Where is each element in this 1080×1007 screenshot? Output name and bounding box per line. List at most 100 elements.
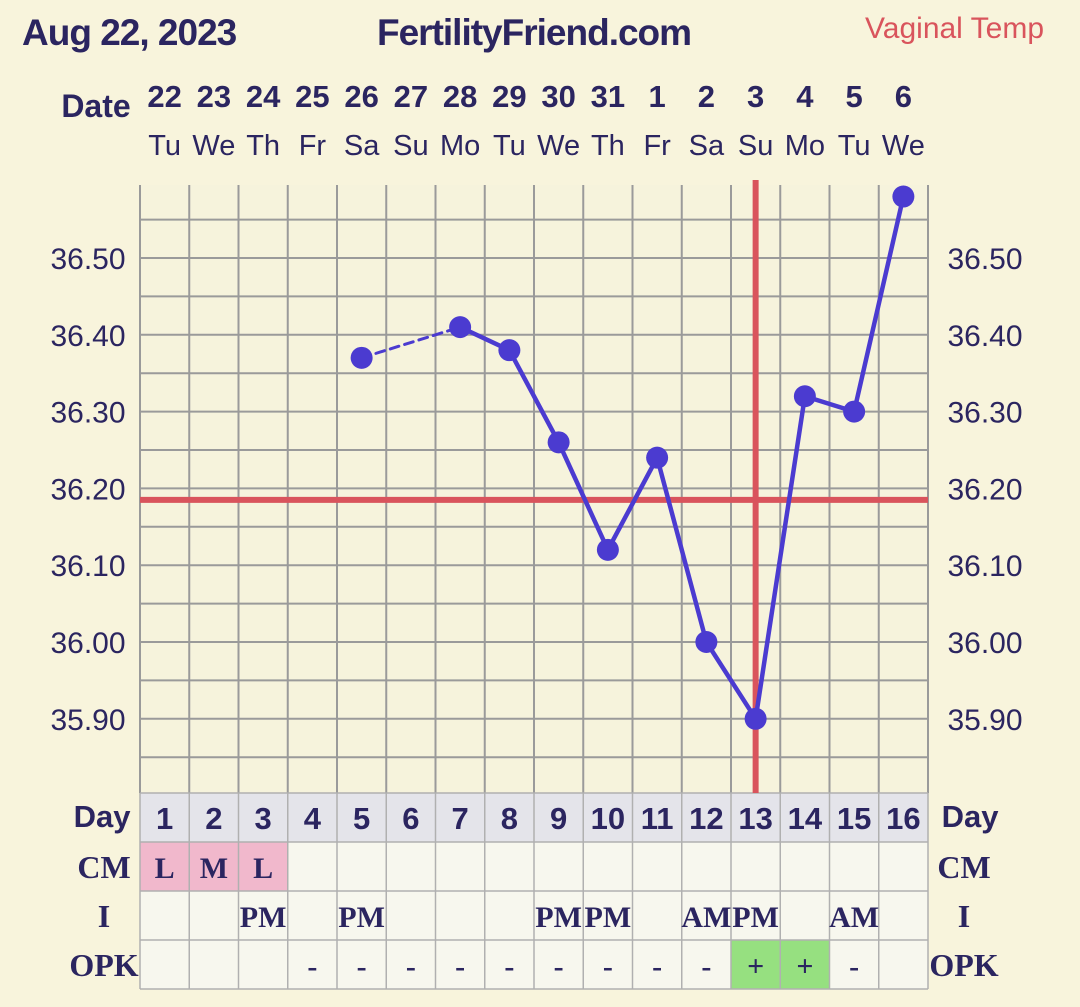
weekday-label: Th — [591, 130, 625, 162]
date-label: 22 — [147, 79, 181, 114]
temp-line-segment — [704, 639, 758, 722]
date-label: 24 — [246, 79, 281, 114]
cycle-day-label: 4 — [304, 801, 322, 836]
row-cell-value: - — [455, 950, 465, 983]
row-cell-value: - — [603, 950, 613, 983]
row-cell-value: PM — [240, 901, 287, 934]
cycle-day-label: 6 — [402, 801, 419, 836]
date-label: 27 — [394, 79, 428, 114]
row-cell-value: - — [307, 950, 317, 983]
y-tick-left: 36.00 — [50, 627, 125, 660]
cycle-day-label: 3 — [255, 801, 272, 836]
date-label: 23 — [197, 79, 231, 114]
date-label: 31 — [591, 79, 625, 114]
cycle-day-label: 5 — [353, 801, 370, 836]
cycle-day-label: 12 — [689, 801, 723, 836]
temp-point — [350, 346, 373, 369]
date-label: 26 — [344, 79, 378, 114]
cycle-day-label: 10 — [591, 801, 625, 836]
cm-cell-highlight — [238, 842, 288, 891]
day-row-label-left: Day — [74, 799, 132, 834]
row-cell-value: PM — [585, 901, 632, 934]
cycle-day-label: 15 — [837, 801, 871, 836]
row-label-left: I — [98, 898, 110, 934]
temp-line-segment — [753, 393, 808, 722]
cycle-day-label: 11 — [641, 801, 674, 836]
weekday-label: Th — [246, 130, 280, 162]
y-tick-right: 36.10 — [947, 550, 1022, 583]
opk-positive-cell — [731, 940, 781, 989]
temp-point — [843, 400, 866, 423]
y-tick-left: 36.10 — [50, 550, 125, 583]
weekday-label: Tu — [838, 130, 871, 162]
temp-line-segment — [556, 440, 611, 553]
opk-positive-cell — [780, 940, 830, 989]
row-cell-value: PM — [732, 901, 779, 934]
weekday-label: Su — [393, 130, 428, 162]
y-tick-right: 36.40 — [947, 320, 1022, 353]
date-label: 28 — [443, 79, 477, 114]
date-label: 1 — [649, 79, 666, 114]
y-tick-right: 35.90 — [947, 704, 1022, 737]
row-cell-value: PM — [338, 901, 385, 934]
y-tick-right: 36.50 — [947, 243, 1022, 276]
row-cell-value: PM — [535, 901, 582, 934]
temp-point — [596, 538, 619, 561]
temp-point — [547, 431, 570, 454]
date-label: 25 — [295, 79, 329, 114]
cm-cell-highlight — [189, 842, 239, 891]
row-cell-value: + — [747, 950, 764, 983]
cycle-day-label: 14 — [788, 801, 823, 836]
row-cell-value: AM — [681, 901, 731, 934]
date-label: 30 — [541, 79, 575, 114]
temp-point — [744, 707, 767, 730]
temp-line-segment — [605, 455, 660, 553]
row-label-left: CM — [77, 849, 130, 885]
y-tick-right: 36.00 — [947, 627, 1022, 660]
temp-point — [449, 316, 472, 339]
y-tick-left: 36.30 — [50, 397, 125, 430]
date-label: 5 — [846, 79, 863, 114]
row-label-right: I — [958, 898, 970, 934]
row-cell-value: - — [849, 950, 859, 983]
cycle-day-label: 9 — [550, 801, 567, 836]
weekday-label: Su — [738, 130, 773, 162]
weekday-label: Tu — [148, 130, 181, 162]
temp-point — [695, 631, 718, 653]
temp-line-segment — [851, 194, 906, 414]
weekday-label: Tu — [493, 130, 526, 162]
date-label: 3 — [747, 79, 764, 114]
temp-line-segment — [507, 347, 561, 445]
weekday-label: We — [537, 130, 580, 162]
y-tick-left: 36.20 — [50, 473, 125, 506]
weekday-label: We — [882, 130, 925, 162]
row-cell-value: - — [504, 950, 514, 983]
row-label-right: OPK — [929, 947, 998, 983]
cm-cell-highlight — [140, 842, 190, 891]
temp-point — [793, 385, 816, 408]
row-cell-value: - — [357, 950, 367, 983]
date-label: 6 — [895, 79, 912, 114]
row-cell-value: - — [652, 950, 662, 983]
cycle-day-label: 16 — [886, 801, 920, 836]
temp-line-dashed-segment — [360, 325, 462, 360]
temp-point — [646, 446, 669, 469]
y-tick-left: 35.90 — [50, 704, 125, 737]
site-title: FertilityFriend.com — [377, 12, 692, 53]
y-tick-left: 36.50 — [50, 243, 125, 276]
temp-point — [498, 339, 521, 362]
row-cell-value: + — [796, 950, 813, 983]
cycle-day-label: 7 — [452, 801, 469, 836]
cycle-day-label: 8 — [501, 801, 518, 836]
row-cell-value: L — [253, 852, 273, 885]
weekday-label: Fr — [299, 130, 327, 162]
y-tick-right: 36.20 — [947, 473, 1022, 506]
weekday-label: We — [192, 130, 235, 162]
row-cell-value: - — [701, 950, 711, 983]
row-cell-value: AM — [829, 901, 879, 934]
temp-line-segment — [654, 455, 709, 645]
date-row-label: Date — [61, 88, 130, 124]
temp-point — [892, 185, 915, 208]
row-cell-value: M — [200, 852, 228, 885]
